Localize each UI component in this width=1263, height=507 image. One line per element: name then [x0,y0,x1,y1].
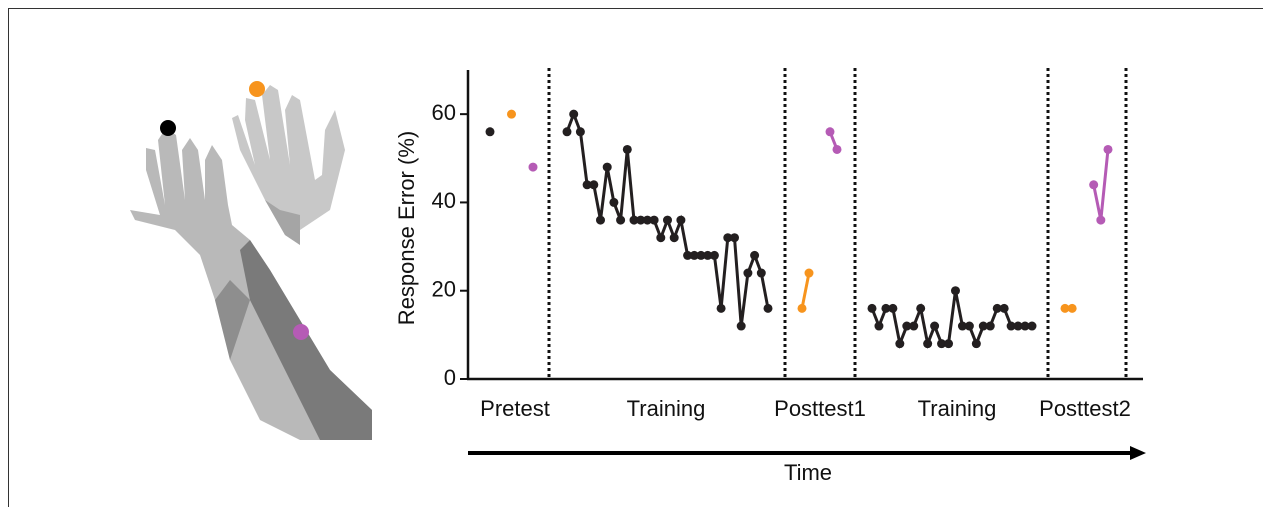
data-point [582,180,592,190]
data-point [888,303,898,313]
data-point [756,268,766,278]
data-point [589,180,599,190]
data-point [902,321,912,331]
y-tick-label: 60 [432,100,456,125]
data-point [999,303,1009,313]
data-point [1006,321,1016,331]
phase-label: Posttest1 [774,396,866,421]
data-point [602,162,612,172]
data-point [629,215,639,225]
series-line [800,272,811,309]
data-point [609,197,619,207]
data-point [669,233,679,243]
data-point [1096,215,1106,225]
data-point [485,127,495,137]
data-point [964,321,974,331]
data-point [723,233,733,243]
data-point [992,303,1002,313]
data-point [1103,144,1113,154]
data-point [676,215,686,225]
phase-label: Pretest [480,396,550,421]
phase-label: Training [627,396,706,421]
data-point [696,250,706,260]
data-point [895,339,905,349]
data-point [930,321,940,331]
arrow-head [1130,446,1146,460]
y-tick-label: 40 [432,188,456,213]
data-point [957,321,967,331]
frame [8,8,1263,507]
data-point [709,250,719,260]
data-point [750,250,760,260]
arm-illustration [130,81,372,440]
data-point [649,215,659,225]
data-point [825,127,835,137]
data-point [923,339,933,349]
data-point [683,250,693,260]
data-point [689,250,699,260]
data-point [944,339,954,349]
data-point [663,215,672,225]
data-point [743,268,753,278]
series-line [870,290,1032,350]
data-point [978,321,988,331]
data-point [622,144,632,154]
x-axis-label: Time [784,460,832,485]
phase-label: Training [918,396,997,421]
data-point [832,144,842,154]
data-point [909,321,919,331]
data-point [1060,303,1070,313]
data-point [763,303,773,313]
data-point [1020,321,1030,331]
data-point [730,233,739,243]
data-point [736,321,746,331]
y-tick-label: 20 [432,277,456,302]
data-point [971,339,981,349]
data-point [507,109,516,119]
data-point [937,339,947,349]
data-point [528,162,538,172]
data-point [1067,303,1077,313]
data-point [867,303,877,313]
data-point [562,127,572,137]
data-point [1027,321,1037,331]
data-point [642,215,652,225]
data-point [716,303,726,313]
data-point [575,127,585,137]
data-point [804,268,814,278]
data-point [703,250,713,260]
data-point [797,303,807,313]
data-point [616,215,626,225]
data-point [569,109,579,119]
data-point [950,286,960,296]
y-axis-label: Response Error (%) [394,131,419,325]
data-point [596,215,605,225]
data-point [874,321,884,331]
data-point [916,303,926,313]
data-point [1089,180,1099,190]
y-tick-label: 0 [444,365,456,390]
data-point [1013,321,1023,331]
phase-label: Posttest2 [1039,396,1131,421]
data-point [656,233,666,243]
data-point [881,303,891,313]
data-point [985,321,995,331]
data-point [636,215,646,225]
